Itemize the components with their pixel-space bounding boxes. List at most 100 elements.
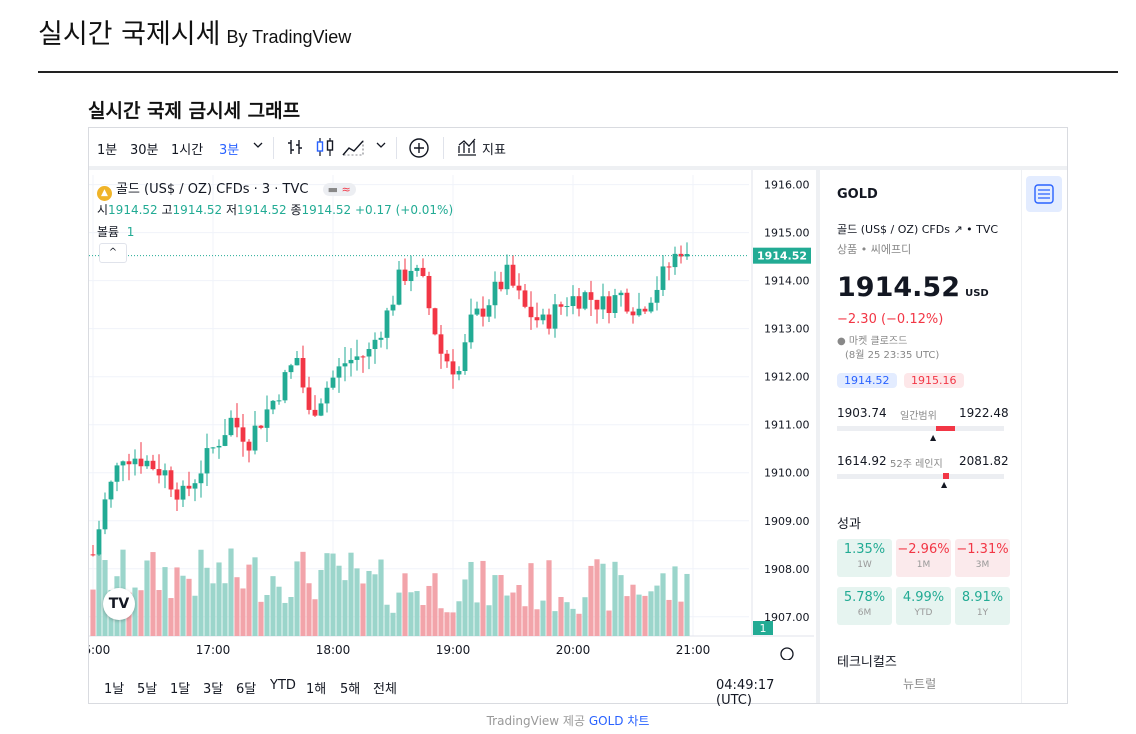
performance-period: YTD — [914, 608, 933, 618]
interval-1h-button[interactable]: 1시간 — [171, 143, 204, 158]
year-range-marker-icon: ▲ — [941, 480, 948, 489]
candle-body — [294, 358, 300, 366]
volume-bar — [492, 575, 498, 636]
y-tick-label: 1909.00 — [764, 515, 810, 528]
footer-link[interactable]: GOLD 차트 — [588, 714, 650, 728]
legend-toggle[interactable]: ▬ ≈ — [322, 183, 356, 196]
tradingview-logo-icon[interactable]: TV — [103, 588, 135, 620]
candle-body — [96, 529, 102, 555]
candle-body — [522, 290, 528, 307]
chart-toolbar: 1분 30분 1시간 3분 지표 — [89, 128, 1067, 170]
details-panel-icon[interactable] — [1026, 176, 1062, 212]
indicators-button[interactable]: 지표 — [482, 143, 506, 158]
candle-body — [144, 460, 150, 467]
y-tick-label: 1911.00 — [764, 419, 810, 432]
candle-body — [222, 435, 228, 446]
details-description[interactable]: 골드 (US$ / OZ) CFDs — [837, 223, 950, 236]
range-1d-button[interactable]: 1날 — [104, 682, 125, 697]
indicators-icon[interactable] — [456, 137, 478, 161]
candle-body — [396, 269, 402, 305]
performance-value: −2.96% — [897, 542, 950, 557]
volume-bar — [636, 594, 642, 636]
candle-body — [438, 334, 444, 354]
y-tick-label: 1915.00 — [764, 227, 810, 240]
volume-bar — [504, 595, 510, 636]
interval-1m-button[interactable]: 1분 — [97, 143, 118, 158]
volume-bar — [678, 601, 684, 636]
year-range-fill — [943, 473, 949, 479]
volume-bar — [684, 573, 690, 636]
bar-style-icon[interactable] — [285, 137, 305, 161]
candle-body — [384, 310, 390, 338]
volume-bar — [582, 597, 588, 636]
range-1y-button[interactable]: 1해 — [306, 682, 327, 697]
candle-style-icon[interactable] — [315, 136, 335, 162]
volume-bar — [624, 596, 630, 636]
volume-bar — [606, 610, 612, 636]
x-tick-label: 18:00 — [316, 643, 351, 657]
interval-3m-button[interactable]: 3분 — [219, 143, 240, 158]
style-dropdown-icon[interactable] — [375, 137, 387, 157]
performance-cell-1m: −2.96% 1M — [896, 539, 951, 577]
y-tick-label: 1908.00 — [764, 563, 810, 576]
interval-30m-button[interactable]: 30분 — [130, 143, 159, 158]
range-5d-button[interactable]: 5날 — [137, 682, 158, 697]
candle-body — [390, 304, 396, 311]
volume-bar — [252, 557, 258, 636]
volume-bar — [564, 602, 570, 636]
volume-bar — [594, 559, 600, 636]
day-range-fill — [936, 426, 955, 431]
price-chart[interactable]: 1916.00 1915.00 1914.00 1913.00 1912.00 1911.… — [89, 170, 814, 660]
volume-bar — [600, 563, 606, 636]
volume-bar — [162, 567, 168, 636]
candle-body — [372, 339, 378, 350]
volume-bar — [456, 601, 462, 636]
clock[interactable]: 04:49:17 (UTC) — [716, 678, 775, 708]
candle-body — [564, 306, 570, 308]
range-5y-button[interactable]: 5해 — [340, 682, 361, 697]
interval-dropdown-icon[interactable] — [252, 137, 264, 157]
volume-bar — [558, 597, 564, 636]
details-currency: USD — [965, 288, 989, 299]
volume-bar — [144, 560, 150, 636]
volume-bar — [132, 587, 138, 636]
compare-add-icon[interactable] — [408, 137, 430, 163]
range-1m-button[interactable]: 1달 — [170, 682, 191, 697]
ask-badge: 1915.16 — [904, 373, 964, 388]
volume-bar — [180, 575, 186, 636]
candle-body — [168, 470, 174, 490]
candle-body — [90, 554, 96, 556]
day-range-low: 1903.74 — [837, 406, 887, 420]
right-rail — [1021, 170, 1068, 703]
range-all-button[interactable]: 전체 — [373, 682, 397, 697]
external-link-icon[interactable]: ↗ — [953, 223, 963, 236]
volume-bar — [378, 559, 384, 636]
candle-body — [666, 266, 672, 268]
candle-body — [324, 387, 330, 404]
details-change: −2.30 (−0.12%) — [837, 312, 944, 327]
volume-bar — [204, 567, 210, 636]
range-ytd-button[interactable]: YTD — [270, 678, 296, 693]
candle-body — [642, 308, 648, 312]
volume-bar — [324, 553, 330, 636]
performance-value: 8.91% — [961, 590, 1004, 605]
range-6m-button[interactable]: 6달 — [236, 682, 257, 697]
range-3m-button[interactable]: 3달 — [203, 682, 224, 697]
candle-body — [312, 409, 318, 416]
volume-bar — [150, 552, 156, 636]
legend-close-label: 종 — [290, 203, 302, 217]
volume-bar — [342, 580, 348, 636]
settings-gear-icon[interactable] — [780, 647, 794, 660]
area-style-icon[interactable] — [341, 137, 365, 161]
panel-divider[interactable] — [816, 170, 820, 703]
candle-body — [654, 289, 660, 303]
legend-change: +0.17 (+0.01%) — [355, 203, 454, 217]
year-range-label: 52주 레인지 — [890, 459, 943, 470]
candle-body — [408, 270, 414, 282]
legend-volume-row: 볼륨 1 — [97, 223, 134, 240]
chart-canvas[interactable]: 1916.00 1915.00 1914.00 1913.00 1912.00 1911.… — [89, 170, 814, 660]
candle-body — [300, 358, 306, 388]
collapse-legend-button[interactable]: ^ — [99, 243, 127, 263]
candle-body — [534, 317, 540, 321]
legend-close: 1914.52 — [301, 203, 352, 217]
